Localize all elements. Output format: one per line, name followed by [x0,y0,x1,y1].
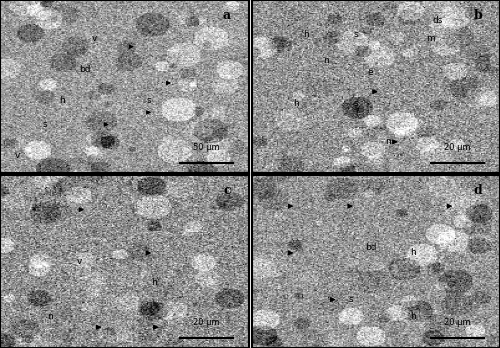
Text: h: h [304,30,309,39]
Text: h: h [410,248,416,258]
Text: n: n [386,137,391,146]
Text: e: e [368,68,374,77]
Text: s: s [42,120,47,129]
Text: b: b [474,9,482,22]
Text: n: n [47,313,52,321]
Text: h: h [60,96,65,105]
Text: c: c [224,184,231,197]
Text: s: s [354,99,358,108]
Text: bd: bd [78,65,90,74]
Text: 20 μm: 20 μm [193,318,220,327]
Text: m: m [426,33,435,42]
Text: h: h [410,313,416,321]
Text: a: a [223,9,231,22]
Text: v: v [14,151,20,160]
Text: bd: bd [365,243,376,252]
Text: s: s [348,295,353,304]
Text: d: d [474,184,482,197]
Text: h: h [151,278,157,287]
Text: 20 μm: 20 μm [444,318,471,327]
Text: 50 μm: 50 μm [193,143,220,152]
Text: ds: ds [432,16,443,25]
Text: h: h [294,99,299,108]
Text: s: s [147,96,152,105]
Text: v: v [92,33,97,42]
Text: n: n [323,56,329,65]
Text: s: s [354,30,358,39]
Text: v: v [77,257,82,266]
Text: 20 μm: 20 μm [444,143,471,152]
